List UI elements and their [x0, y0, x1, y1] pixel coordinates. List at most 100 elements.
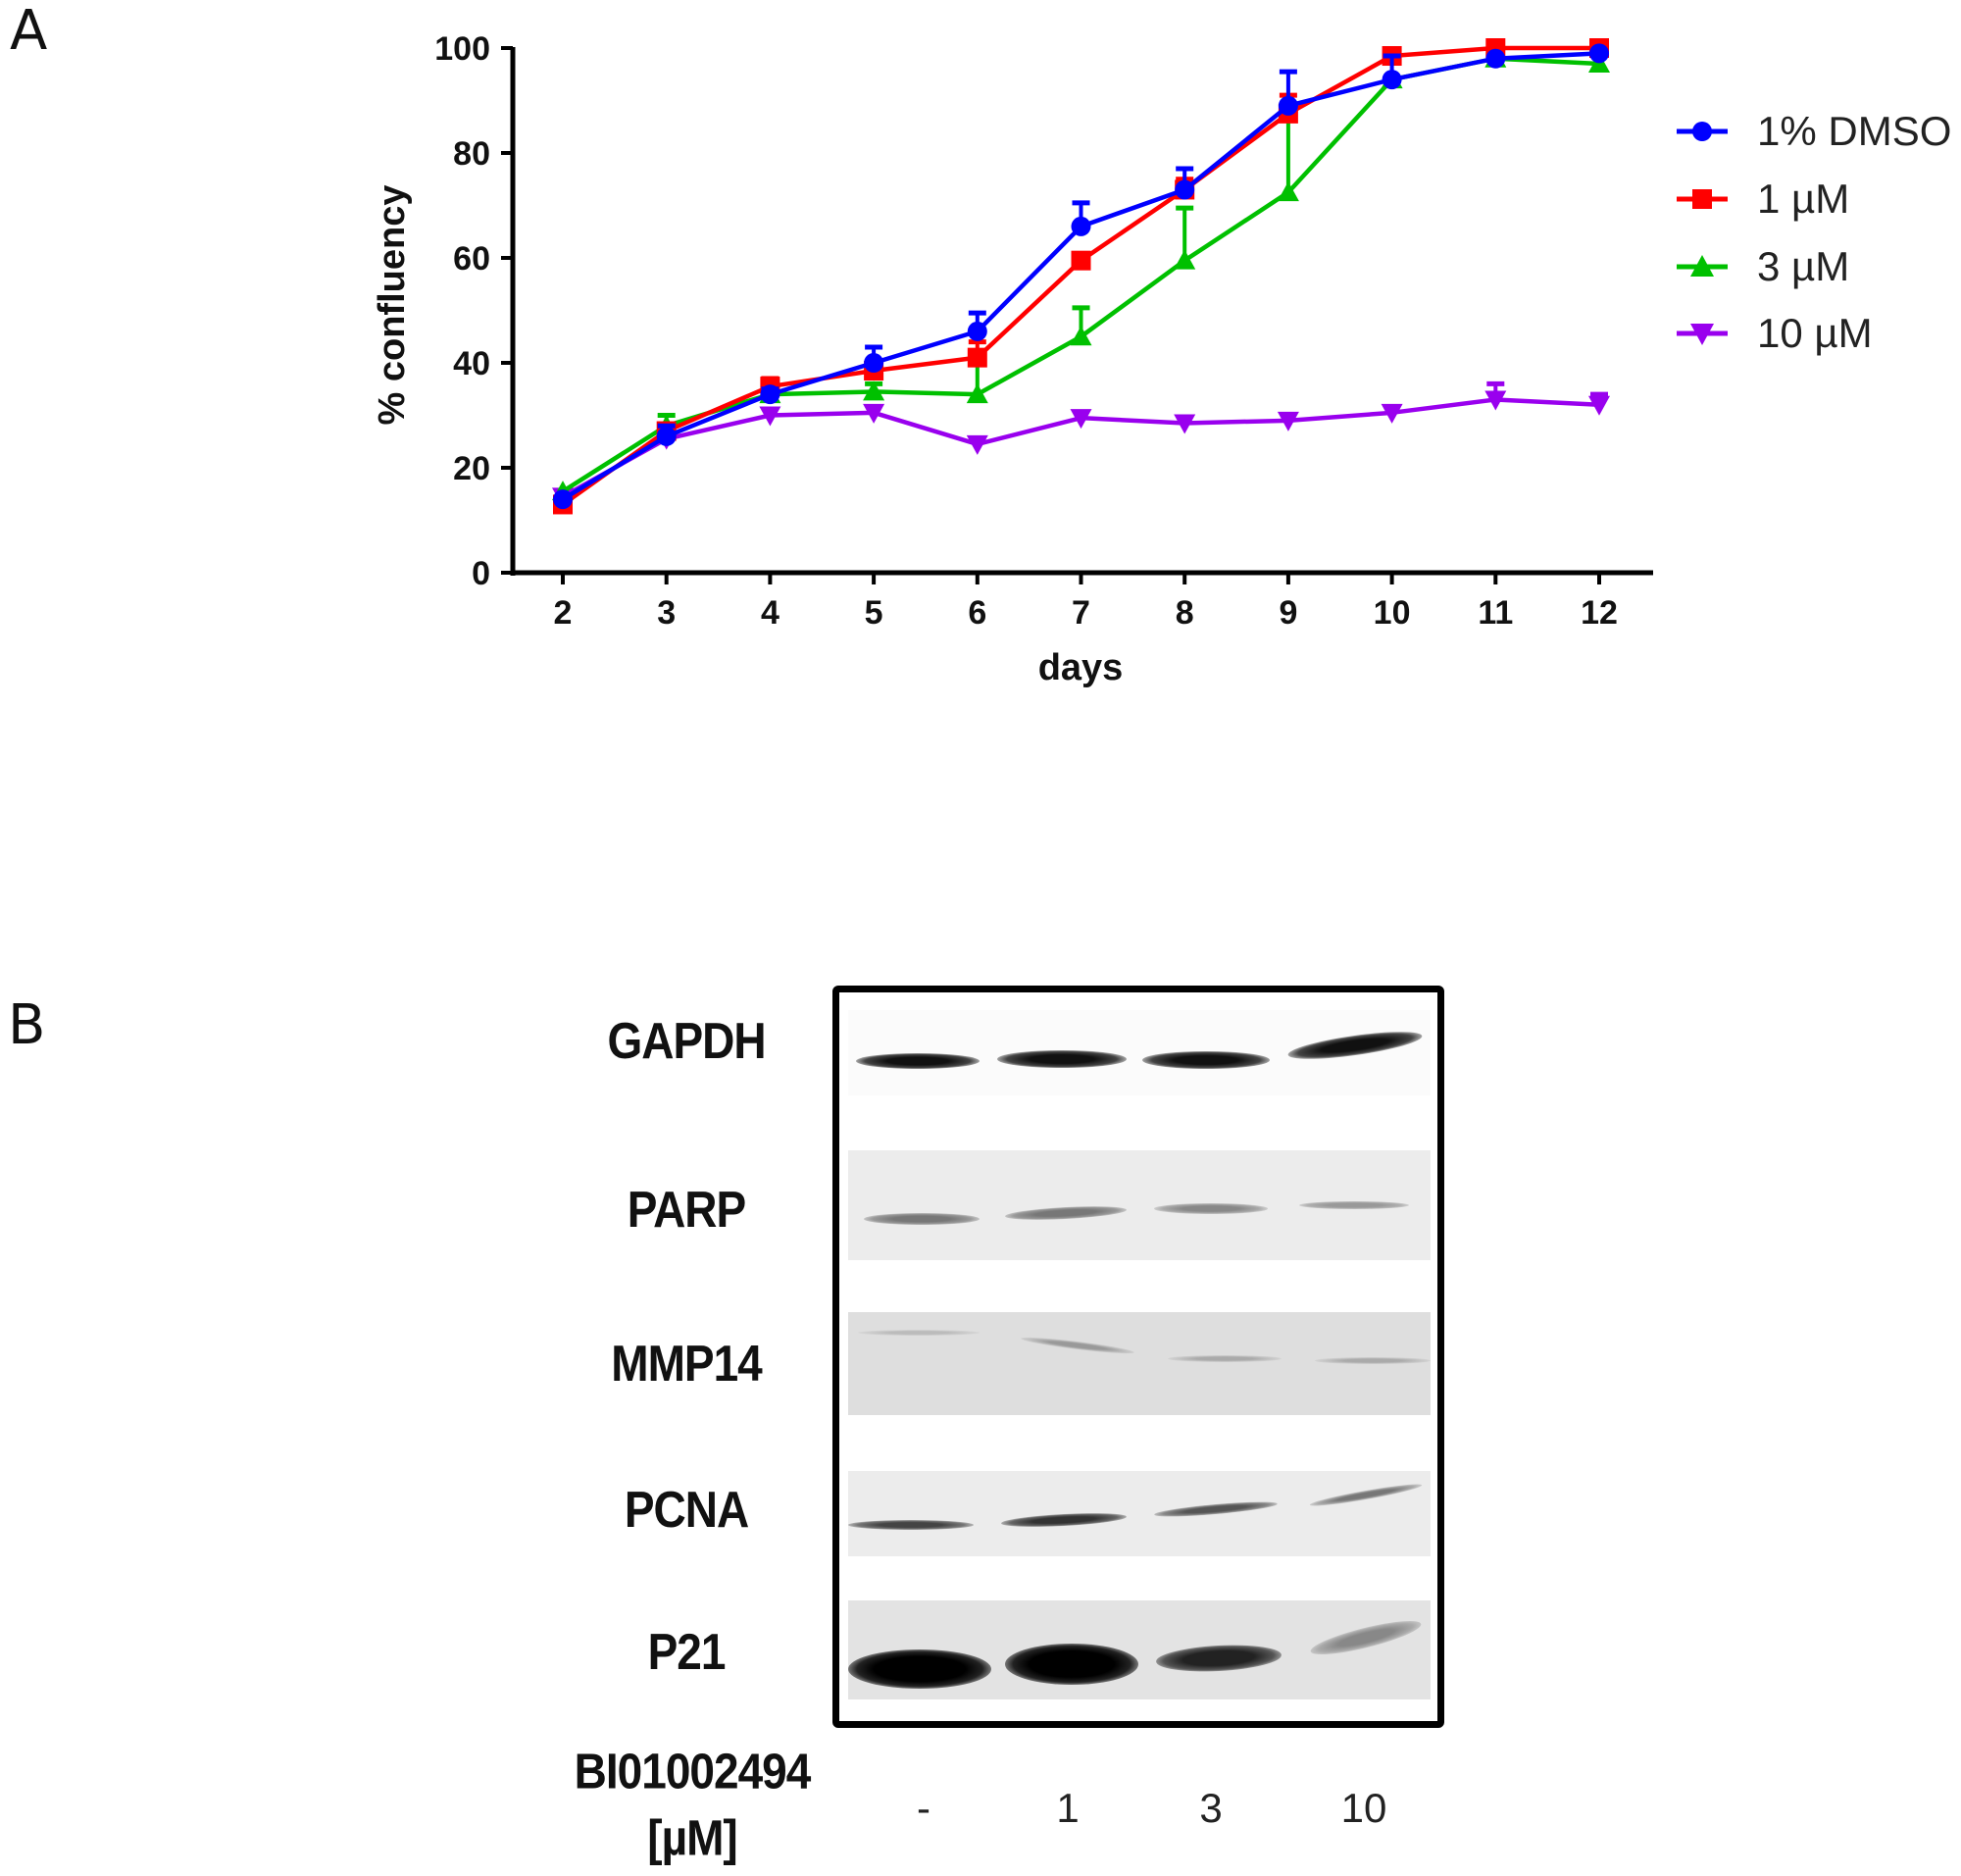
- band: [1299, 1201, 1409, 1209]
- y-tick-label: 80: [453, 135, 490, 173]
- circle-marker-icon: [553, 489, 573, 510]
- band: [856, 1053, 980, 1069]
- protein-label-gapdh: GAPDH: [607, 1011, 766, 1070]
- circle-marker-icon: [967, 321, 987, 341]
- compound-unit: [µM]: [647, 1809, 737, 1866]
- band: [1142, 1051, 1270, 1069]
- x-tick-label: 3: [657, 594, 676, 632]
- band: [1168, 1355, 1282, 1362]
- band: [1153, 1498, 1279, 1520]
- triangle-up-marker-icon: [966, 383, 988, 404]
- band: [997, 1050, 1127, 1068]
- band: [1315, 1357, 1431, 1364]
- triangle-down-marker-icon: [1484, 390, 1507, 411]
- band: [1155, 1642, 1282, 1675]
- x-tick-label: 4: [761, 594, 779, 632]
- series-line: [561, 51, 1600, 502]
- triangle-up-marker-icon: [1070, 326, 1092, 346]
- band: [864, 1213, 980, 1225]
- triangle-down-marker-icon: [1381, 403, 1403, 424]
- blot-strip-mmp14: [848, 1312, 1431, 1415]
- x-tick-label: 7: [1072, 594, 1090, 632]
- blot-strip-pcna: [848, 1471, 1431, 1556]
- band: [1004, 1203, 1128, 1223]
- circle-marker-icon: [1382, 70, 1402, 90]
- protein-label-mmp14: MMP14: [611, 1334, 762, 1393]
- x-tick-label: 8: [1176, 594, 1194, 632]
- x-tick-label: 5: [865, 594, 883, 632]
- dose-label-lane-4: 10: [1340, 1785, 1387, 1831]
- triangle-down-marker-icon: [1070, 409, 1092, 430]
- panel-a-label: A: [10, 0, 48, 63]
- chart-series: [552, 38, 1610, 515]
- band: [1286, 1026, 1424, 1065]
- y-tick-label: 40: [453, 345, 490, 382]
- circle-marker-icon: [1589, 43, 1609, 64]
- series-1-dmso: [553, 43, 1609, 510]
- blot-strip-p21: [848, 1600, 1431, 1699]
- legend-item-1um: 1 µM: [1675, 176, 1849, 222]
- square-marker-icon: [967, 347, 987, 368]
- circle-marker-icon: [760, 384, 780, 405]
- band: [1309, 1480, 1423, 1510]
- band: [1154, 1203, 1268, 1214]
- triangle-up-marker-icon: [1677, 255, 1728, 277]
- series-10-m: [552, 380, 1610, 508]
- x-tick-label: 2: [554, 594, 573, 632]
- series-3-m: [552, 47, 1610, 501]
- triangle-down-marker-icon: [863, 403, 885, 424]
- band: [1308, 1614, 1424, 1661]
- band: [848, 1520, 974, 1530]
- chart-axes: 0 20 40 60 80 100 2 3 4 5 6 7 8 9 10 11 12: [434, 30, 1653, 632]
- circle-marker-icon: [1071, 216, 1091, 236]
- triangle-down-marker-icon: [759, 406, 781, 427]
- circle-marker-icon: [1175, 179, 1195, 200]
- circle-marker-icon: [864, 353, 884, 373]
- compound-label: BI01002494 [µM]: [545, 1738, 839, 1871]
- legend-item-10um: 10 µM: [1675, 310, 1873, 356]
- series-1-m: [553, 38, 1609, 515]
- band: [848, 1649, 991, 1689]
- western-blot-frame: [832, 986, 1444, 1728]
- y-tick-label: 0: [472, 555, 490, 592]
- square-marker-icon: [1071, 250, 1091, 271]
- compound-name: BI01002494: [574, 1743, 812, 1800]
- blot-strip-gapdh: [848, 1010, 1431, 1095]
- legend-label: 10 µM: [1757, 310, 1873, 356]
- band: [1005, 1644, 1138, 1685]
- x-tick-label: 11: [1478, 594, 1513, 632]
- dose-label-lane-1: -: [917, 1785, 930, 1831]
- triangle-up-marker-icon: [1277, 181, 1299, 202]
- circle-marker-icon: [1677, 122, 1728, 141]
- x-tick-label: 6: [968, 594, 986, 632]
- square-marker-icon: [1677, 189, 1728, 209]
- triangle-up-marker-icon: [863, 380, 885, 401]
- protein-label-p21: P21: [647, 1622, 727, 1681]
- triangle-down-marker-icon: [966, 434, 988, 455]
- y-tick-label: 60: [453, 240, 490, 278]
- band: [858, 1330, 980, 1336]
- band: [1020, 1334, 1135, 1357]
- band: [1000, 1510, 1128, 1530]
- triangle-down-marker-icon: [1277, 411, 1299, 431]
- triangle-down-marker-icon: [1677, 324, 1728, 345]
- x-axis-title: days: [1038, 647, 1124, 688]
- legend-item-3um: 3 µM: [1675, 243, 1849, 289]
- legend-label: 3 µM: [1757, 243, 1850, 289]
- triangle-down-marker-icon: [1588, 395, 1610, 416]
- circle-marker-icon: [1278, 95, 1298, 116]
- y-tick-label: 100: [434, 30, 490, 68]
- y-tick-label: 20: [453, 450, 490, 487]
- protein-label-parp: PARP: [627, 1180, 746, 1239]
- dose-label-lane-3: 3: [1199, 1785, 1223, 1831]
- x-tick-label: 9: [1279, 594, 1297, 632]
- protein-label-pcna: PCNA: [624, 1480, 749, 1539]
- legend-label: 1 µM: [1757, 176, 1850, 222]
- circle-marker-icon: [656, 426, 677, 446]
- series-line: [561, 45, 1599, 507]
- circle-marker-icon: [1485, 48, 1506, 69]
- dose-label-lane-2: 1: [1056, 1785, 1080, 1831]
- legend-label: 1% DMSO: [1757, 108, 1952, 154]
- x-tick-label: 12: [1581, 594, 1618, 632]
